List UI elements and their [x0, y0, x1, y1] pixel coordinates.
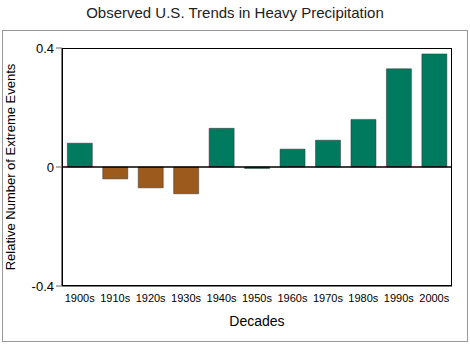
svg-text:Relative Number of Extreme Eve: Relative Number of Extreme Events: [8, 63, 18, 270]
svg-text:1930s: 1930s: [171, 292, 201, 304]
html-text:Observed U.S. Trends in Heavy: Observed U.S. Trends in Heavy Precipitat…: [86, 4, 384, 21]
svg-text:1940s: 1940s: [207, 292, 237, 304]
svg-text:1900s: 1900s: [65, 292, 95, 304]
svg-text:1970s: 1970s: [313, 292, 343, 304]
svg-text:1960s: 1960s: [277, 292, 307, 304]
svg-text:-0.4: -0.4: [32, 279, 54, 294]
svg-text:1920s: 1920s: [136, 292, 166, 304]
svg-text:1990s: 1990s: [384, 292, 414, 304]
svg-text:2000s: 2000s: [419, 292, 449, 304]
svg-text:1980s: 1980s: [348, 292, 378, 304]
svg-text:0.4: 0.4: [36, 41, 54, 56]
svg-text:Decades: Decades: [229, 313, 284, 329]
svg-text:0: 0: [47, 160, 54, 175]
svg-text:1910s: 1910s: [100, 292, 130, 304]
svg-text:1950s: 1950s: [242, 292, 272, 304]
